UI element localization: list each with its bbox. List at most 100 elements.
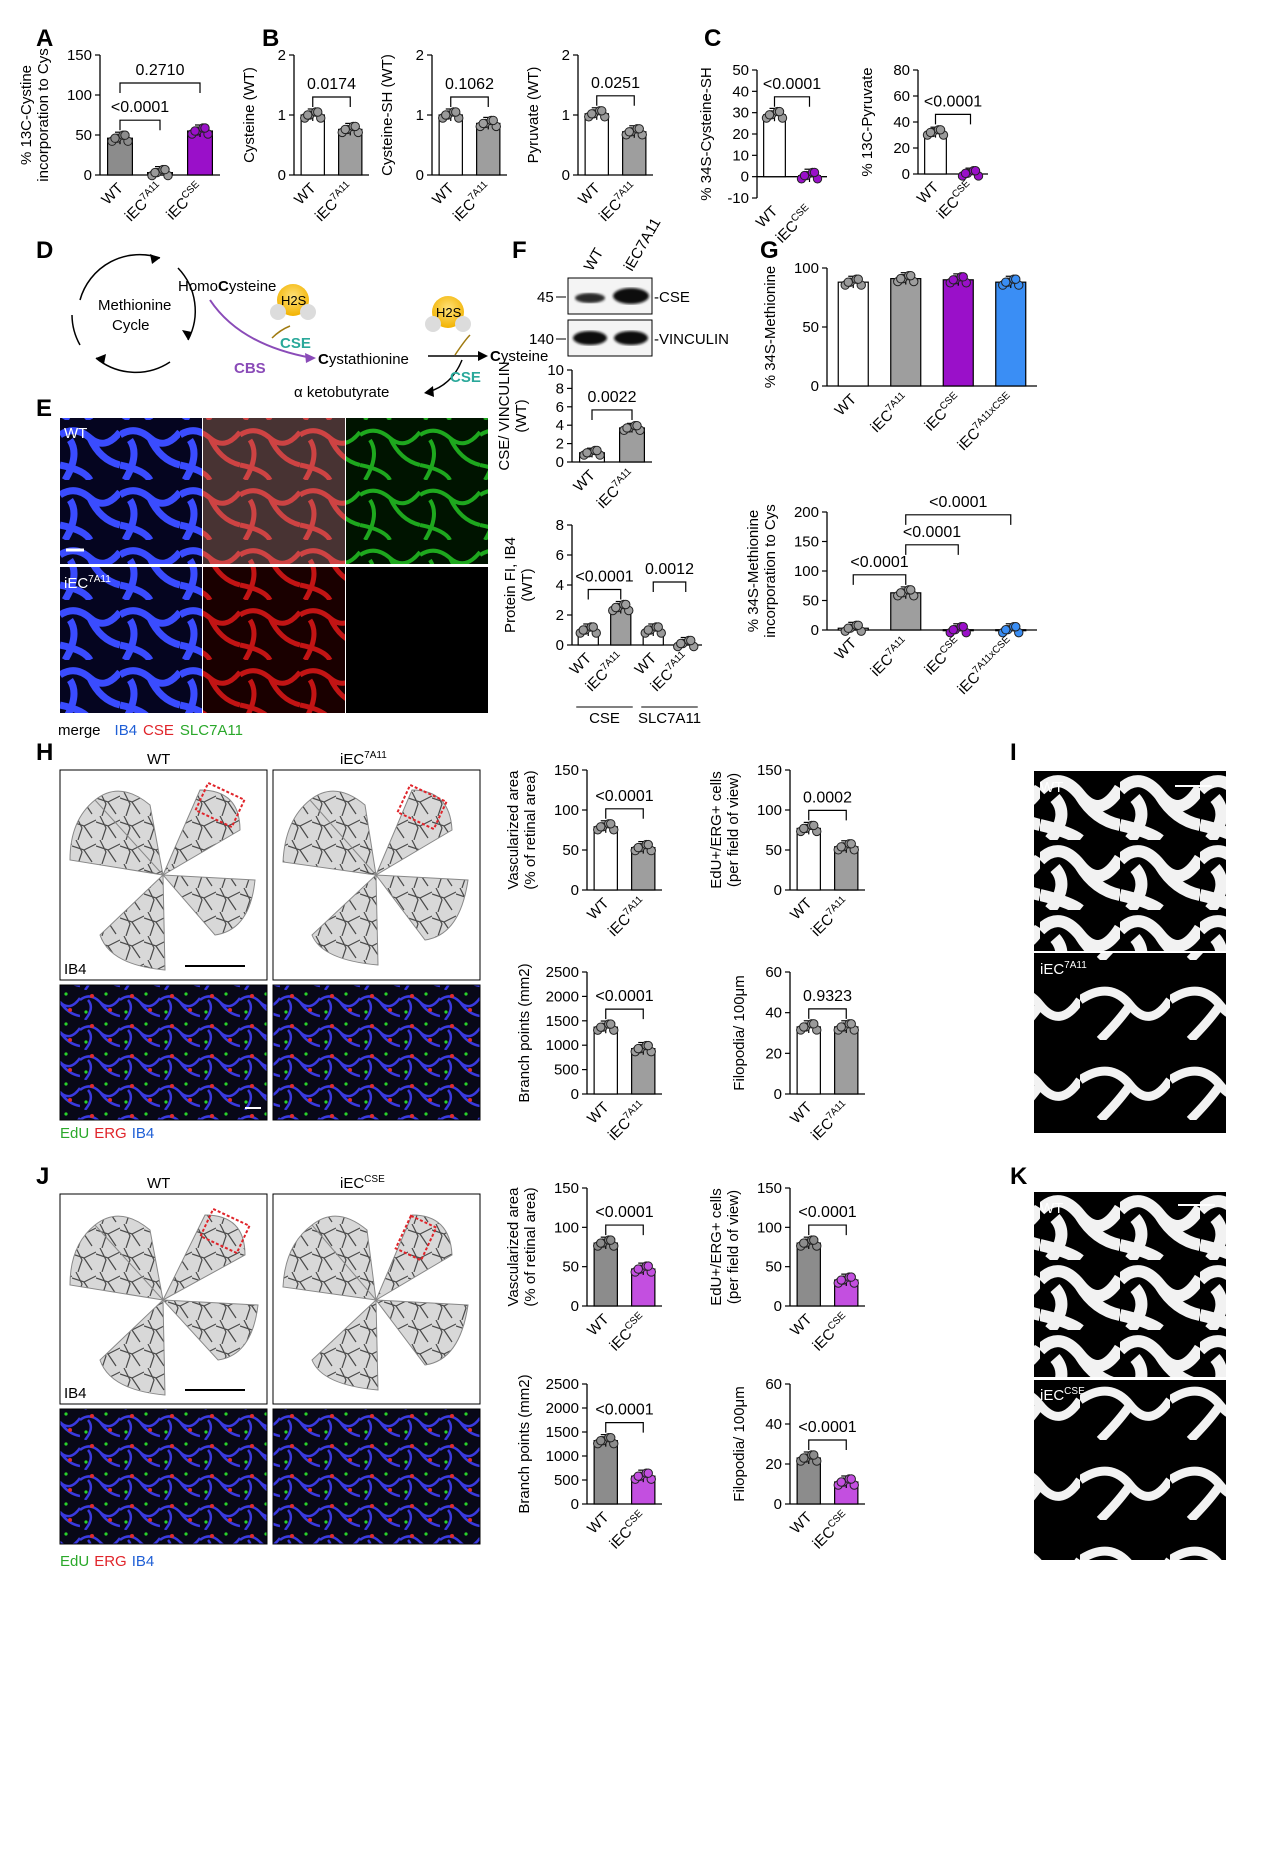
data-point <box>799 1022 809 1032</box>
data-point <box>643 1040 653 1051</box>
y-tick-label: 1500 <box>546 1013 579 1030</box>
data-point <box>1011 622 1021 632</box>
significance-bracket <box>312 96 351 107</box>
bar <box>796 1026 821 1095</box>
western-blot: WT iEC7A11 45 140 -CSE -VINCULIN <box>529 215 729 357</box>
data-point <box>836 1022 846 1032</box>
cse-label-1: CSE <box>280 335 311 352</box>
vessel-image-wt <box>1034 771 1226 951</box>
data-point <box>587 109 597 119</box>
metabolic-pathway-diagram: Methionine Cycle HomoCysteine H2S H2S CS… <box>71 253 548 401</box>
significance-bracket <box>808 1224 847 1236</box>
y-tick-label: 20 <box>893 140 910 157</box>
group-label: SLC7A11 <box>638 710 701 727</box>
arrowhead-icon <box>96 354 106 364</box>
y-tick-label: 1000 <box>546 1448 579 1465</box>
data-point <box>764 110 775 120</box>
p-value-label: 0.0251 <box>591 75 640 92</box>
data-point <box>488 115 498 126</box>
y-tick-label: 0 <box>571 1086 579 1103</box>
y-tick-label: 60 <box>893 88 910 105</box>
category-label: WT <box>914 179 943 208</box>
cycle-label-line1: Methionine <box>98 297 171 314</box>
y-axis-label: (per field of view) <box>725 773 742 887</box>
homocysteine-label: HomoCysteine <box>178 278 276 295</box>
significance-bracket <box>605 1422 644 1433</box>
data-point <box>632 420 642 431</box>
data-point <box>958 272 968 282</box>
y-tick-label: 150 <box>757 762 782 779</box>
p-value-label: <0.0001 <box>903 524 961 541</box>
category-label: iEC7A11 <box>867 634 913 680</box>
roi-box <box>394 1214 438 1262</box>
panel-h-images: WT iEC7A11 IB4 EdU ERG IB4 <box>59 750 481 1142</box>
data-point <box>160 164 170 175</box>
p-value-label: <0.0001 <box>575 569 633 586</box>
y-tick-label: 0 <box>774 1496 782 1513</box>
roi-box <box>396 783 448 831</box>
panel-label-j: J <box>36 1163 49 1190</box>
category-label: iEC7A11 <box>604 1098 650 1144</box>
significance-bracket <box>596 95 635 106</box>
retina-wholemount-wt <box>69 1214 259 1396</box>
y-tick-label: 0 <box>84 167 92 184</box>
data-point <box>606 1019 616 1029</box>
category-label: iECCSE <box>809 1508 854 1553</box>
significance-bracket <box>119 119 161 131</box>
y-axis-label: Filopodia/ 100μm <box>731 1386 748 1501</box>
y-tick-label: 1 <box>562 107 570 124</box>
panel-h-wt-title: WT <box>147 751 170 768</box>
data-point <box>634 124 644 134</box>
data-point <box>643 839 653 850</box>
y-axis-label: % 34S-Methionine <box>745 510 762 633</box>
y-axis-label: (% of retinal area) <box>522 770 539 889</box>
blot-mw-45: 45 <box>537 289 554 306</box>
y-tick-label: 6 <box>556 399 564 416</box>
y-tick-label: 100 <box>757 802 782 819</box>
data-point <box>853 274 863 284</box>
data-point <box>190 126 200 136</box>
category-label: iEC7A11 <box>807 1098 853 1144</box>
p-value-label: <0.0001 <box>798 1419 856 1436</box>
y-tick-label: 150 <box>554 1180 579 1197</box>
significance-bracket <box>905 544 959 555</box>
blot-band <box>575 293 605 303</box>
cystathionine-label: Cystathionine <box>318 351 409 368</box>
panel-label-g: G <box>760 237 779 264</box>
y-axis-label: Pyruvate (WT) <box>525 67 542 164</box>
y-tick-label: 50 <box>802 593 819 610</box>
bar <box>476 122 501 176</box>
y-tick-label: 20 <box>732 126 749 143</box>
y-tick-label: 1000 <box>546 1037 579 1054</box>
data-point <box>622 423 632 433</box>
cycle-label-line2: Cycle <box>112 317 150 334</box>
significance-bracket <box>652 581 687 592</box>
bar <box>584 113 609 176</box>
data-point <box>935 125 946 135</box>
data-point <box>582 448 592 458</box>
p-value-label: <0.0001 <box>924 93 982 110</box>
data-point <box>896 588 906 598</box>
y-tick-label: 2000 <box>546 988 579 1005</box>
y-tick-label: -10 <box>727 190 749 207</box>
y-tick-label: 1 <box>278 107 286 124</box>
data-point <box>110 133 120 143</box>
significance-bracket <box>905 514 1012 525</box>
y-axis-label: (WT) <box>519 568 536 601</box>
data-point <box>633 1264 643 1274</box>
category-label: iECCSE <box>933 178 978 223</box>
y-axis-label: Cysteine-SH (WT) <box>379 54 396 176</box>
category-label: WT <box>98 180 127 209</box>
arrowhead-icon <box>305 353 316 363</box>
data-point <box>809 167 820 178</box>
y-axis-label: Branch points (mm2) <box>516 1374 533 1513</box>
micrograph-wt-slc <box>346 418 488 564</box>
bar <box>593 1440 618 1505</box>
data-point <box>799 823 809 834</box>
p-value-label: <0.0001 <box>763 76 821 93</box>
panel-j-mut-title: iECCSE <box>340 1174 385 1192</box>
y-tick-label: 0 <box>571 882 579 899</box>
y-axis-label: Branch points (mm2) <box>516 963 533 1102</box>
y-axis-label: Vascularized area <box>505 1187 522 1307</box>
panel-e-wt-label: WT <box>64 425 87 442</box>
